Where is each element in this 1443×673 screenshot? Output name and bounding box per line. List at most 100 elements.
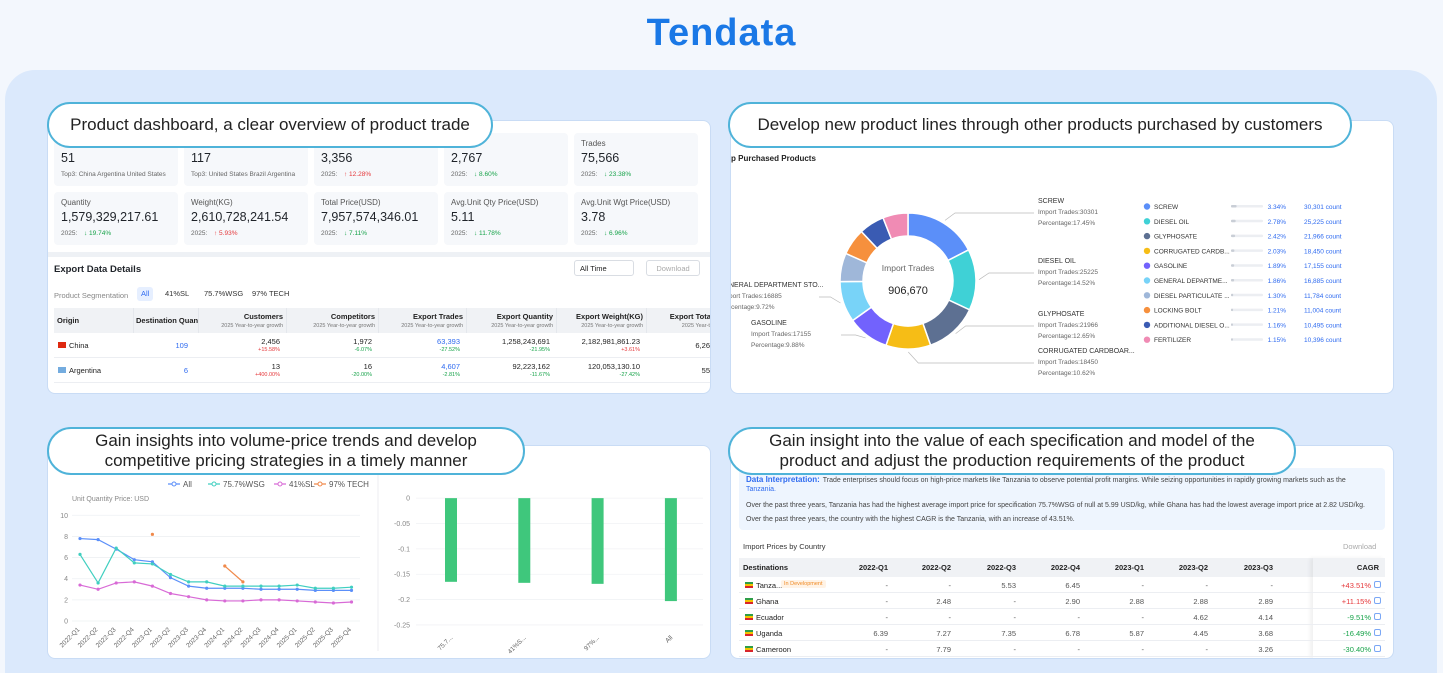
legend-count: 30,301 count [1304,204,1342,211]
share-track [1231,234,1263,238]
period-select[interactable]: All Time [574,260,634,276]
segment-chip[interactable]: 41%SL [165,289,190,298]
series-point [187,595,191,599]
legend-share: 1.86% [1268,278,1287,285]
trend-icon [1374,629,1381,636]
center-value: 906,670 [888,285,928,297]
kpi-note: 2025: [581,230,598,237]
cell: 2.90 [1065,597,1080,606]
series-point [349,585,354,589]
legend-name: GENERAL DEPARTME... [1154,278,1228,285]
kpi-value: 51 [61,151,75,165]
share-track [1231,338,1263,341]
callout-trades: Import Trades:25225 [1038,269,1098,276]
legend-label: 41%SL [289,480,315,489]
kpi-change: ↓ 19.74% [84,230,112,237]
legend-count: 10,495 count [1304,322,1342,329]
segment-chip[interactable]: 75.7%WSG [204,289,244,298]
flag [745,598,753,604]
legend-dot [1143,247,1151,255]
callout-percentage: Percentage:12.65% [1038,333,1095,340]
series-point [114,546,118,550]
series-point [78,583,82,587]
kpi-value: 5.11 [451,210,475,224]
legend-marker [317,481,323,487]
section-title: Export Data Details [54,264,142,275]
share-track [1231,308,1263,312]
share-track [1231,249,1263,252]
series-point [96,581,100,585]
cell: - [948,613,952,622]
legend-name: DIESEL OIL [1154,219,1190,226]
legend-count: 16,885 count [1304,278,1342,285]
download-button[interactable]: Download [646,260,700,276]
segment-chip[interactable]: All [137,287,154,301]
kpi-card: Weight(KG) 2,610,728,241.54 2025: ↑ 5.93% [184,192,308,245]
series-point [205,598,209,602]
y-tick-label: -0.2 [398,597,410,604]
cell: - [885,613,889,622]
callout-name: GLYPHOSATE [1038,311,1085,318]
column-header: Destinations [743,563,789,572]
kpi-card: Avg.Unit Wgt Price(USD) 3.78 2025: ↓ 6.96% [574,192,698,245]
cell: - [1141,613,1145,622]
row-line [739,608,1385,609]
legend-name: ADDITIONAL DIESEL O... [1154,322,1230,329]
cell-value: 13 [271,362,280,371]
series-point [259,584,263,588]
cell-growth: -2.81% [442,372,460,378]
paragraph: Over the past three years, Tanzania has … [746,502,1365,509]
cell-value: 16 [363,362,372,371]
cell-value: 2,182,981,861.23 [581,337,640,346]
flag [58,342,66,348]
bar [445,498,457,582]
callout-name: CORRUGATED CARDBOAR... [1038,348,1135,355]
series-point [277,598,281,602]
cell-value: 55 [701,366,710,375]
cell: 7.27 [936,629,951,638]
legend-share: 1.16% [1268,322,1287,329]
cell-growth: +15.58% [258,347,280,353]
leader-line [908,351,1034,364]
country: Ghana [756,597,779,606]
share-bar [1231,249,1235,252]
row-line [739,640,1385,641]
segment-chip[interactable]: 97% TECH [252,289,290,298]
paragraph: Over the past three years, the country w… [746,516,1075,523]
download-button[interactable]: Download [1343,542,1377,551]
x-tick-label: 97%... [583,634,601,652]
spec-value-card: Data Interpretation: Trade enterprises sh… [730,445,1394,659]
callout-percentage: Percentage:9.88% [751,342,805,349]
callout-percentage: Percentage:14.52% [1038,280,1095,287]
y-tick-label: 8 [64,534,68,541]
destination-count[interactable]: 109 [175,341,188,350]
column-header: 2023-Q2 [1178,563,1208,572]
series-point [168,572,173,577]
cell: 6.39 [873,629,888,638]
kpi-note: 2025: [581,171,598,178]
column-header: 2023-Q1 [1114,563,1144,572]
interpretation-box: Data Interpretation: Trade enterprises sh… [739,468,1385,530]
share-track [1231,264,1263,267]
donut-segment [947,248,977,311]
series-point [168,591,173,596]
flag [745,630,753,636]
flag [58,367,66,373]
kpi-label: Quantity [61,198,91,207]
destination-count[interactable]: 6 [183,366,188,375]
column-header: 2022-Q1 [858,563,888,572]
share-bar [1231,279,1235,282]
column-header: Competitors 2025 Year-to-year growth [286,308,379,333]
series-point [277,587,281,591]
donut-segment [907,212,970,262]
legend-dot [1143,336,1151,343]
leader-line [955,325,1034,334]
cell: 2.88 [1129,597,1144,606]
caption: Develop new product lines through other … [728,102,1352,148]
kpi-change: ↓ 11.78% [474,230,501,237]
share-track [1231,205,1263,208]
legend-label: All [183,480,192,489]
cell: - [1270,581,1274,590]
leader-line [944,212,1034,221]
